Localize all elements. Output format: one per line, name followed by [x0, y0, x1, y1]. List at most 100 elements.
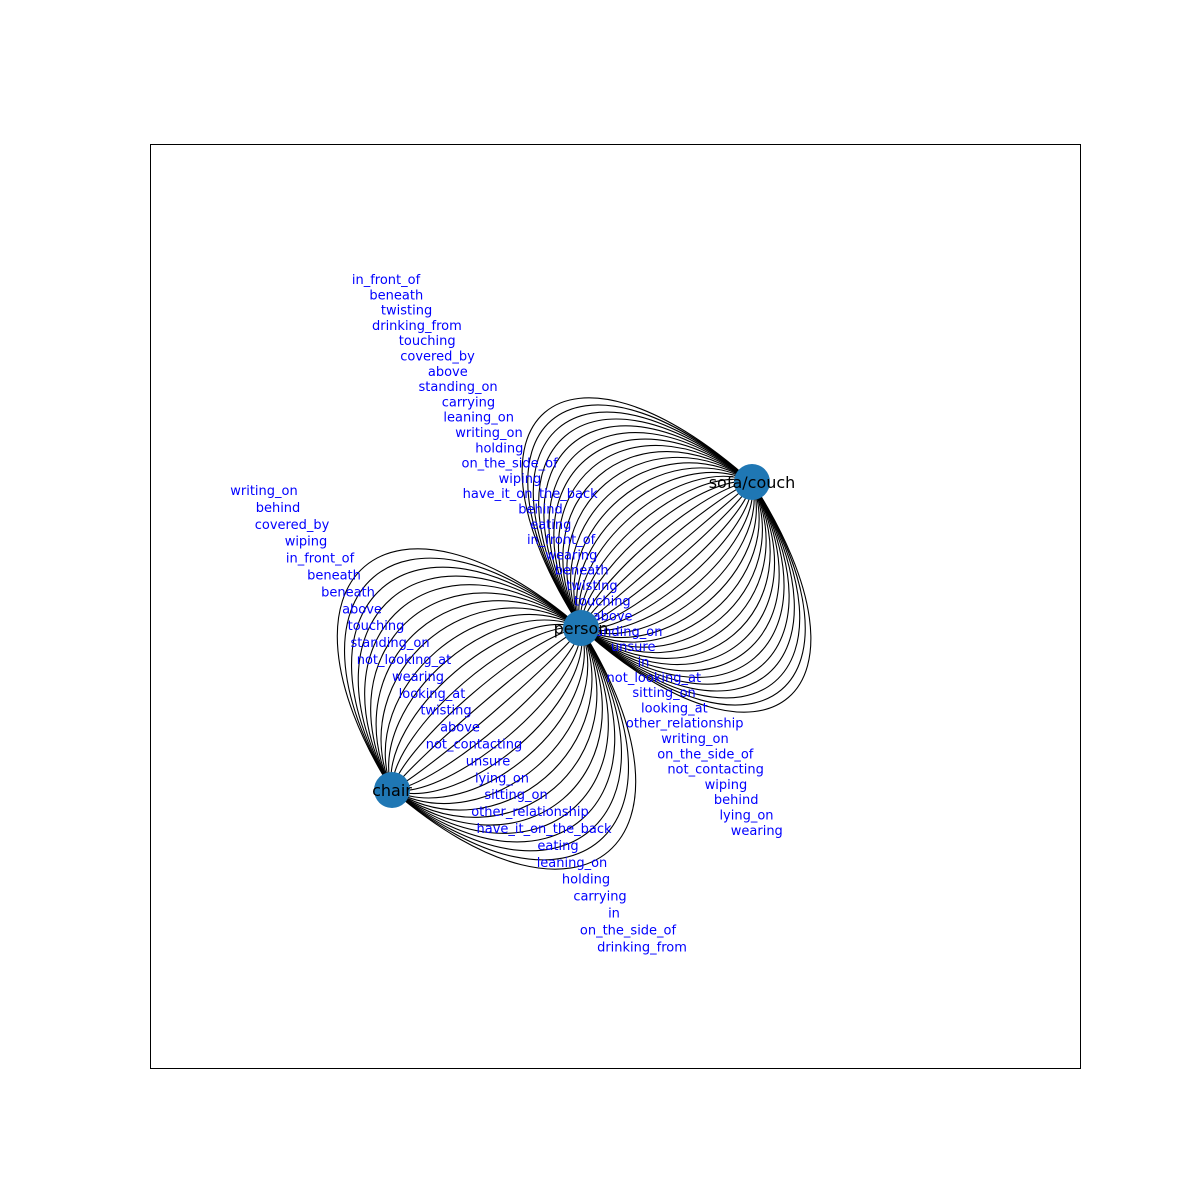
edge-label: looking_at: [641, 701, 708, 716]
edge-person-sofa-5: [580, 481, 785, 678]
edge-person-sofa-20: [580, 481, 753, 629]
edge-person-sofa-8: [580, 481, 771, 659]
edge-label: drinking_from: [372, 319, 462, 334]
edge-label: twisting: [381, 304, 432, 319]
edge-label: in_front_of: [286, 552, 355, 567]
edge-person-sofa-16: [580, 481, 753, 629]
edge-person-chair-12: [391, 627, 582, 791]
edge-label: standing_on: [583, 625, 662, 640]
edge-label: wearing: [392, 670, 444, 685]
edge-person-sofa-28: [562, 451, 753, 629]
edge-person-sofa-34: [532, 411, 753, 629]
edge-person-chair-13: [391, 627, 582, 791]
edge-person-sofa-30: [553, 438, 753, 629]
edge-person-chair-21: [391, 627, 598, 818]
edge-person-sofa-2: [580, 481, 801, 699]
node-label-chair: chair: [372, 781, 412, 800]
edge-label: writing_on: [661, 732, 728, 747]
edge-label: leaning_on: [443, 411, 514, 426]
edge-person-chair-24: [391, 627, 616, 843]
edge-label: eating: [537, 839, 578, 854]
nodes-layer: sofa/couch person chair: [372, 464, 795, 808]
edge-person-chair-7: [380, 607, 582, 791]
edge-label: above: [593, 610, 633, 625]
edge-person-chair-1: [343, 557, 582, 791]
edge-label: beneath: [555, 564, 609, 579]
edge-person-chair-8: [384, 614, 582, 791]
edge-label: covered_by: [255, 518, 330, 533]
edge-label: not_looking_at: [357, 653, 452, 668]
edge-person-sofa-12: [580, 481, 757, 639]
edge-label: in: [638, 656, 650, 671]
edge-label: have_it_on_the_back: [476, 822, 611, 837]
node-chair: [374, 772, 410, 808]
edge-person-chair-4: [364, 584, 582, 791]
edge-label: on_the_side_of: [461, 457, 558, 472]
edge-person-sofa-1: [580, 481, 806, 706]
edge-label: wearing: [545, 548, 597, 563]
edge-person-chair-18: [391, 627, 585, 799]
edge-label: carrying: [442, 395, 495, 410]
edge-label: writing_on: [230, 484, 297, 499]
edge-label: holding: [475, 441, 523, 456]
edge-person-sofa-24: [576, 471, 753, 629]
edge-person-sofa-10: [580, 481, 763, 648]
edge-label: behind: [256, 501, 301, 516]
edge-label: wiping: [705, 778, 748, 793]
edge-person-chair-11: [391, 626, 582, 791]
edge-person-sofa-4: [580, 481, 790, 685]
edge-label: leaning_on: [537, 856, 608, 871]
edge-label: unsure: [466, 754, 511, 769]
node-label-sofa: sofa/couch: [709, 473, 796, 492]
edge-label: beneath: [321, 585, 375, 600]
edge-label: drinking_from: [597, 940, 687, 955]
edge-person-sofa-15: [580, 481, 753, 630]
edge-person-sofa-9: [580, 481, 767, 654]
edge-label: beneath: [307, 569, 361, 584]
edge-label: other_relationship: [471, 805, 589, 820]
edge-person-sofa-11: [580, 481, 760, 643]
edge-label: not_looking_at: [607, 671, 702, 686]
edge-label: behind: [518, 503, 563, 518]
edge-label: have_it_on_the_back: [463, 487, 598, 502]
edge-person-chair-25: [391, 627, 622, 852]
edge-label: on_the_side_of: [580, 923, 677, 938]
edge-person-sofa-25: [573, 467, 753, 629]
edge-label: other_relationship: [626, 717, 744, 732]
edge-label: carrying: [573, 890, 626, 905]
edge-person-sofa-21: [580, 480, 753, 629]
edge-label: on_the_side_of: [657, 747, 754, 762]
edge-label: touching: [348, 619, 405, 634]
edge-person-chair-20: [391, 627, 593, 811]
edge-person-sofa-35: [527, 404, 753, 629]
edge-label: above: [440, 721, 480, 736]
edge-label: above: [428, 365, 468, 380]
edge-person-sofa-17: [580, 481, 753, 629]
edge-person-chair-2: [351, 566, 582, 791]
edge-person-chair-14: [391, 627, 582, 791]
edge-label: writing_on: [455, 426, 522, 441]
edge-person-sofa-14: [580, 481, 754, 631]
edge-label: holding: [562, 873, 610, 888]
edge-person-sofa-36: [521, 397, 753, 629]
edge-person-chair-0: [336, 548, 582, 791]
edge-person-sofa-13: [580, 481, 755, 635]
edge-label: eating: [530, 518, 571, 533]
edge-person-sofa-19: [580, 481, 753, 629]
edge-label: sitting_on: [484, 788, 547, 803]
edge-person-chair-27: [391, 627, 637, 870]
node-label-person: person: [554, 619, 609, 638]
edge-person-sofa-26: [570, 462, 753, 629]
edge-label: above: [342, 602, 382, 617]
edge-label: beneath: [369, 288, 423, 303]
edge-person-chair-19: [391, 627, 589, 804]
edge-label: wiping: [499, 472, 542, 487]
edge-label: looking_at: [399, 687, 466, 702]
edge-label: twisting: [566, 579, 617, 594]
edge-label: in_front_of: [527, 533, 596, 548]
edge-label: lying_on: [719, 809, 773, 824]
edge-person-chair-6: [375, 600, 582, 791]
edge-person-chair-22: [391, 627, 603, 826]
edge-label: sitting_on: [632, 686, 695, 701]
